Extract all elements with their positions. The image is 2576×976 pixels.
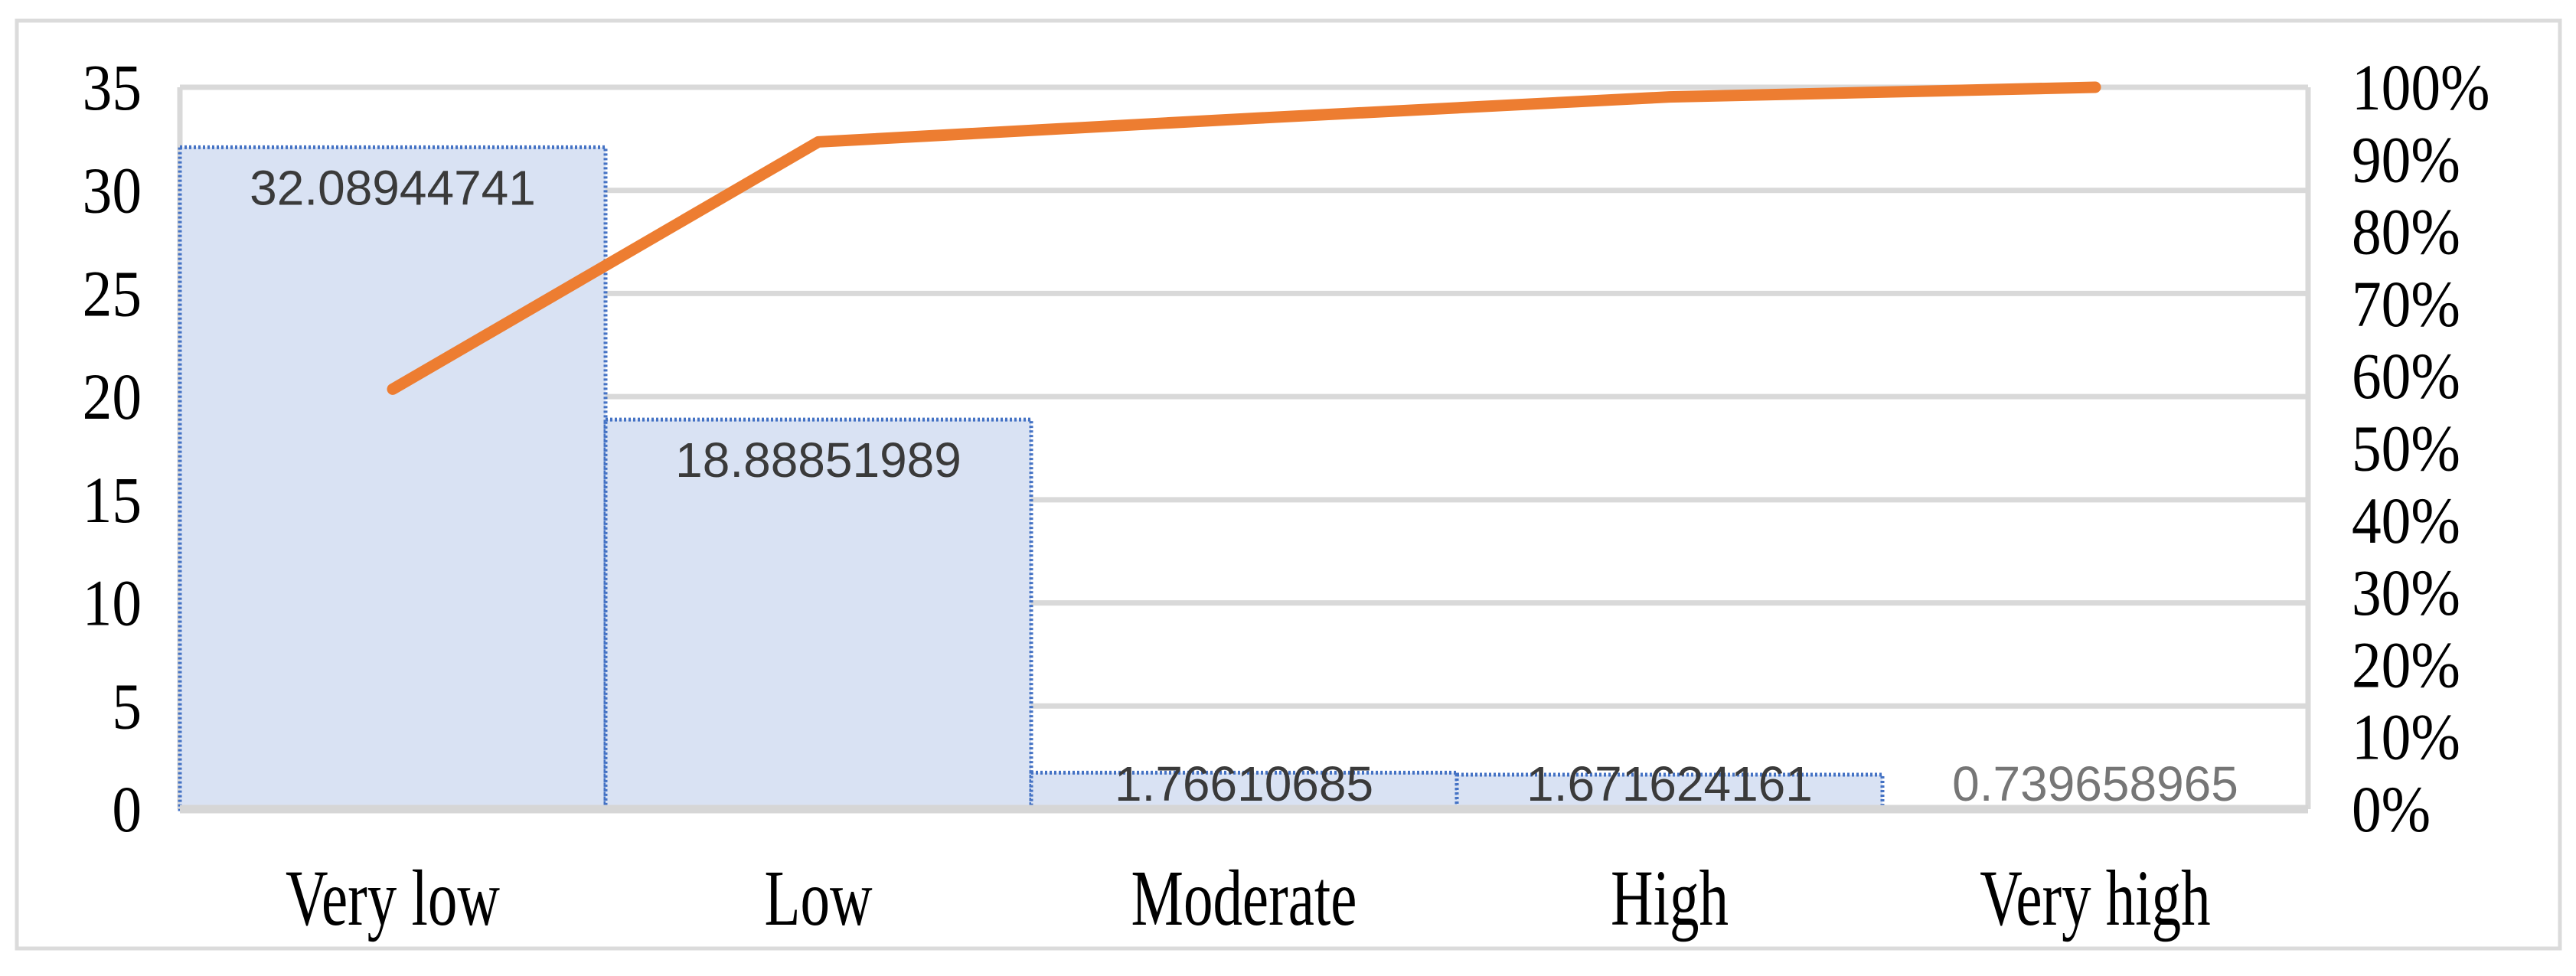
left-axis-tick-label: 30: [83, 154, 142, 227]
right-axis-tick-label: 20%: [2352, 628, 2460, 702]
left-axis-tick-label: 5: [112, 670, 142, 743]
bar-data-label: 1.76610685: [1115, 756, 1373, 811]
bar-data-label: 0.739658965: [1952, 756, 2238, 811]
bar-data-label: 18.88851989: [675, 433, 962, 488]
left-axis-tick-label: 15: [83, 463, 142, 537]
bar-low: [603, 417, 1033, 811]
bar-moderate: [1029, 770, 1459, 811]
bar-very-low: [178, 145, 608, 811]
right-axis-tick-label: 30%: [2352, 556, 2460, 629]
left-axis-tick-label: 20: [83, 360, 142, 433]
category-label: Very high: [1980, 854, 2210, 942]
bar-high: [1455, 772, 1885, 811]
right-axis-tick-label: 100%: [2352, 51, 2490, 124]
right-axis-tick-label: 90%: [2352, 123, 2460, 197]
category-label: Low: [764, 854, 872, 942]
right-axis-tick-label: 10%: [2352, 700, 2460, 774]
right-axis-tick-label: 60%: [2352, 339, 2460, 413]
left-axis-tick-label: 0: [112, 772, 142, 846]
left-axis-tick-label: 25: [83, 257, 142, 331]
right-axis-tick-label: 70%: [2352, 267, 2460, 341]
right-axis-tick-label: 0%: [2352, 772, 2431, 846]
category-label: Very low: [286, 854, 500, 942]
right-axis-tick-label: 50%: [2352, 412, 2460, 485]
left-axis-tick-label: 35: [83, 51, 142, 124]
bar-data-label: 1.671624161: [1526, 756, 1813, 811]
left-axis-tick-label: 10: [83, 566, 142, 640]
bar-data-label: 32.08944741: [250, 160, 536, 215]
cumulative-percentage-line: [387, 81, 2101, 395]
right-axis-tick-label: 40%: [2352, 484, 2460, 557]
category-label: Moderate: [1131, 854, 1357, 942]
right-axis-tick-label: 80%: [2352, 195, 2460, 269]
category-label: High: [1611, 854, 1729, 942]
